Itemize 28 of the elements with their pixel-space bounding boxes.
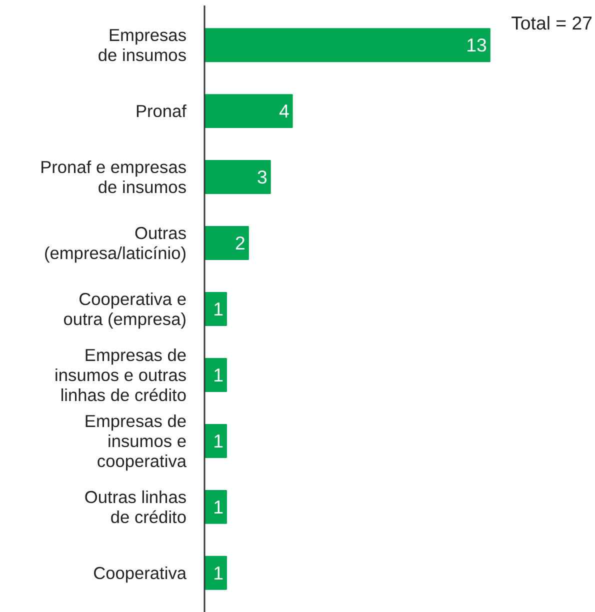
data-label: 2 <box>235 232 246 254</box>
data-label: 1 <box>213 298 224 320</box>
bar <box>204 556 227 590</box>
data-label: 1 <box>213 430 224 452</box>
data-label: 4 <box>278 100 290 122</box>
data-label: 1 <box>213 496 224 518</box>
data-label: 1 <box>213 562 224 584</box>
bar <box>204 160 271 194</box>
y-tick-label: Outras (empresa/laticínio) <box>44 223 187 264</box>
bar <box>204 358 227 392</box>
y-tick-label: Outras linhas de crédito <box>84 486 187 527</box>
y-tick-label: Pronaf e empresas de insumos <box>40 157 187 198</box>
y-tick-label: Pronaf <box>135 101 187 122</box>
data-label: 1 <box>213 364 224 386</box>
text: Total = 27 <box>511 12 592 34</box>
y-tick-label: Empresas de insumos e outras linhas de crédito <box>54 344 187 405</box>
bar <box>204 490 227 524</box>
bar <box>204 226 249 260</box>
y-tick-label: Empresas de insumos e cooperativa <box>84 410 187 471</box>
y-tick-label: Empresas de insumos <box>98 25 187 66</box>
data-label: 3 <box>256 166 268 188</box>
bar <box>204 292 227 326</box>
bar <box>204 94 293 128</box>
bar <box>204 28 490 62</box>
data-label: 13 <box>466 34 487 56</box>
bar <box>204 424 227 458</box>
y-tick-label: Cooperativa e outra (empresa) <box>63 289 187 329</box>
y-tick-label: Cooperativa <box>93 562 187 583</box>
